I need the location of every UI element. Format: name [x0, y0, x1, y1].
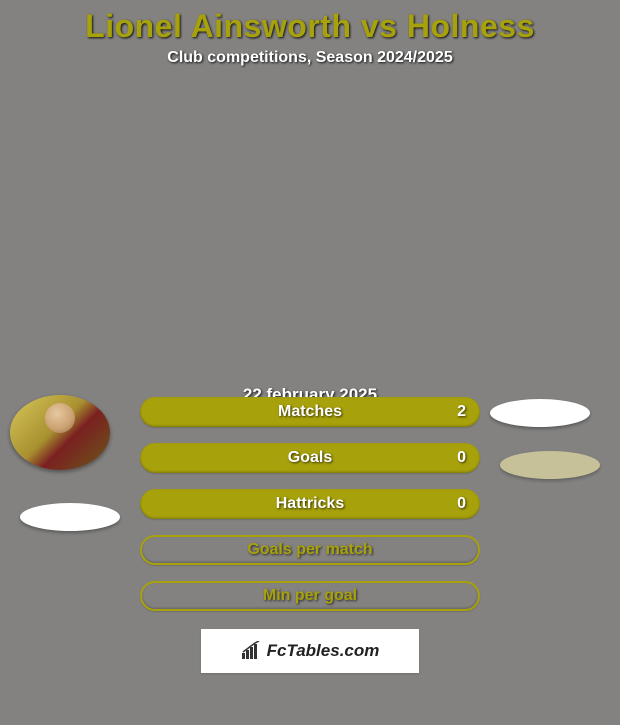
stat-bar-label: Goals: [140, 449, 480, 467]
brand-box[interactable]: FcTables.com: [201, 629, 419, 673]
stat-bar-goals: Goals 0: [140, 443, 480, 473]
chart-icon: [241, 641, 263, 661]
comparison-layout: Matches 2 Goals 0 Hattricks 0 Goals per …: [0, 385, 620, 725]
stat-bar-value: 0: [457, 495, 466, 513]
stat-bubble-left: [20, 503, 120, 531]
stat-bar-label: Matches: [140, 403, 480, 421]
page-root: Lionel Ainsworth vs Holness Club competi…: [0, 0, 620, 580]
stat-bar-label: Hattricks: [140, 495, 480, 513]
brand-text: FcTables.com: [267, 641, 380, 661]
stat-bar-value: 0: [457, 449, 466, 467]
stat-bar-gpm: Goals per match: [140, 535, 480, 565]
stat-bar-hattricks: Hattricks 0: [140, 489, 480, 519]
page-subtitle: Club competitions, Season 2024/2025: [0, 49, 620, 85]
stat-bar-label: Goals per match: [142, 541, 478, 559]
stat-bar-value: 2: [457, 403, 466, 421]
stat-bubble-right-2: [500, 451, 600, 479]
player-avatar-left: [10, 395, 110, 470]
stat-bubble-right-1: [490, 399, 590, 427]
stat-bar-matches: Matches 2: [140, 397, 480, 427]
stat-bar-mpg: Min per goal: [140, 581, 480, 611]
stat-bar-label: Min per goal: [142, 587, 478, 605]
stat-bars: Matches 2 Goals 0 Hattricks 0 Goals per …: [140, 397, 480, 627]
page-title: Lionel Ainsworth vs Holness: [0, 0, 620, 49]
